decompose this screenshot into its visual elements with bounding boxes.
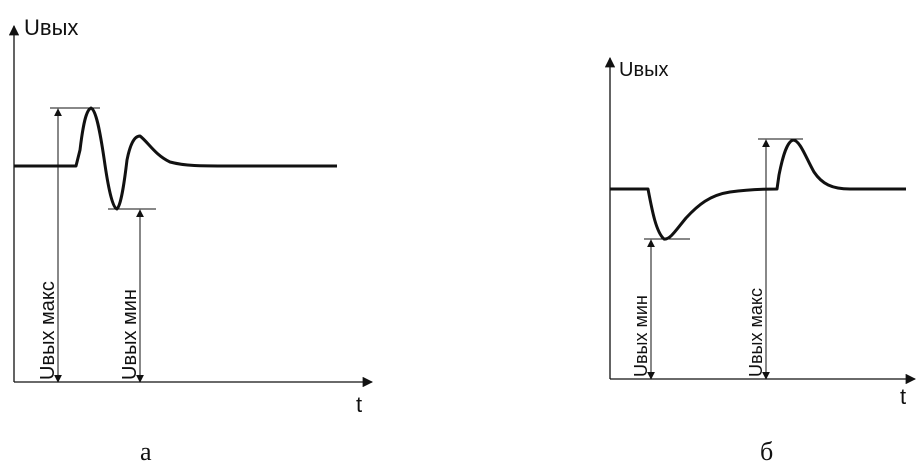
diagram-b-max-label: Uвых макс — [746, 288, 766, 377]
diagram-b-x-axis-label: t — [900, 384, 906, 409]
diagram-a-y-axis-label: Uвых — [24, 15, 78, 40]
diagram-b: Uвых t Uвых мин Uвых макс б — [604, 56, 917, 466]
diagram-a: Uвых t Uвых макс Uвых мин а — [8, 15, 374, 466]
diagram-b-min-label: Uвых мин — [631, 295, 651, 377]
diagram-a-caption: а — [140, 437, 152, 466]
diagram-a-signal-curve — [14, 106, 337, 211]
diagram-a-x-axis-label: t — [356, 392, 362, 417]
diagram-b-signal-curve — [610, 138, 906, 241]
diagram-a-max-label: Uвых макс — [37, 281, 59, 380]
diagram-b-y-axis-label: Uвых — [619, 59, 668, 81]
diagram-a-min-label: Uвых мин — [119, 289, 141, 380]
diagram-b-caption: б — [760, 437, 773, 466]
